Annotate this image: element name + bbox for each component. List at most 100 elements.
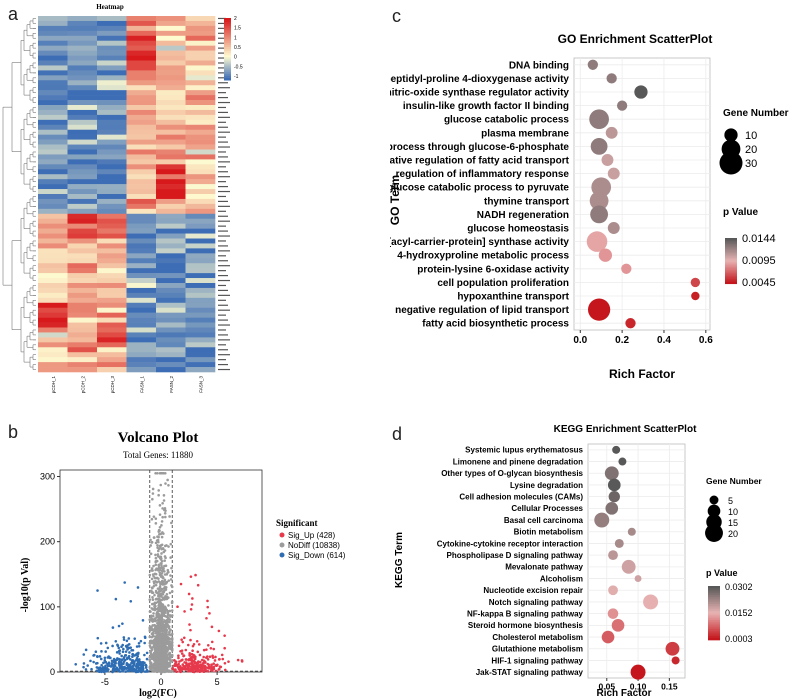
heatmap-cell [67,228,98,234]
volcano-point-nodiff [170,601,174,605]
heatmap-cell [67,189,98,195]
volcano-point-nodiff [156,543,159,547]
heatmap-cell [126,20,157,27]
volcano-point-nodiff [154,563,158,567]
heatmap-cell [38,134,68,140]
heatmap-cell [97,233,127,239]
go-legend: 10 20 30 0.0144 0.0095 0.0045 [719,128,776,289]
volcano-point-down [99,642,103,645]
heatmap-cell [156,25,186,32]
volcano-point-nodiff [162,494,166,497]
enrichment-point [691,291,700,301]
heatmap-cell [185,198,216,205]
kegg-enrichment-chart: KEGG Enrichment ScatterPlot Rich Factor … [394,424,762,699]
size-legend-label: 10 [745,130,757,142]
heatmap-cell [38,342,68,348]
heatmap-cell [156,134,186,140]
heatmap-cell [97,198,127,205]
heatmap-cell [185,20,216,27]
heatmap-cell [126,362,157,368]
volcano-point-nodiff [149,652,153,656]
heatmap-cell [126,134,157,140]
enrichment-point [625,318,636,329]
volcano-ylabel: -log10(p Val) [20,558,31,613]
heatmap-cell [67,40,98,46]
heatmap-colorbar-segment [224,32,231,35]
heatmap-colorbar-segment [224,34,231,38]
heatmap-cell [156,16,186,22]
volcano-point-up [216,663,219,667]
volcano-point-down [122,638,126,641]
heatmap-cell [156,90,186,96]
volcano-point-down [113,661,117,665]
heatmap-cell [38,238,68,244]
heatmap-cell [126,114,157,121]
heatmap-cell [97,60,127,66]
heatmap-cell [126,194,157,200]
heatmap-cell [185,105,216,111]
enrichment-term-label: glucose catabolic process to pyruvate [390,183,569,194]
heatmap-cell [126,30,157,37]
volcano-point-nodiff [159,558,163,561]
heatmap-cell [185,278,216,284]
heatmap-cell [185,312,216,318]
volcano-point-down [125,639,129,643]
color-legend-label: 0.0095 [742,255,776,267]
volcano-point-down [121,622,124,625]
volcano-point-nodiff [170,649,174,652]
enrichment-point [605,502,619,515]
volcano-point-nodiff [160,520,164,523]
volcano-point-nodiff [159,562,162,565]
volcano-point-nodiff [157,649,160,652]
heatmap-cell [185,337,216,343]
volcano-point-down [82,662,86,665]
heatmap-cell [185,292,216,299]
volcano-point-up [181,658,184,662]
kegg-xlabel: Rich Factor [596,688,651,699]
volcano-point-nodiff [157,603,161,606]
volcano-legend-marker [279,542,285,548]
heatmap-cell [38,213,68,220]
heatmap-cell [185,164,216,170]
heatmap-cell [156,55,186,61]
volcano-point-down [134,653,138,656]
volcano-point-down [137,644,141,648]
heatmap-cell [185,114,216,121]
enrichment-term-label: HIF-1 signaling pathway [491,656,583,665]
volcano-point-nodiff [165,618,169,622]
volcano-point-nodiff [150,540,154,544]
volcano-point-up [210,640,214,644]
enrichment-term-label: nitric-oxide synthase regulator activity [390,88,569,99]
volcano-point-nodiff [155,581,159,584]
volcano-point-up [186,643,190,647]
heatmap-cell [185,194,216,200]
enrichment-point [605,126,618,139]
heatmap-colorbar-segment [224,42,231,46]
heatmap-cell [38,297,68,304]
size-legend-label: 10 [728,507,738,517]
heatmap-cell [126,327,157,333]
volcano-point-nodiff [151,641,154,645]
heatmap-cell [38,174,68,180]
heatmap-cell [38,317,68,323]
heatmap-cell [38,278,68,284]
volcano-y-tick-label: 300 [40,472,55,482]
volcano-point-nodiff [161,666,165,670]
heatmap-cell [156,268,186,274]
volcano-x-tick-label: 0 [158,677,163,687]
volcano-point-up [189,607,193,611]
volcano-point-down [95,669,99,673]
volcano-point-nodiff [166,612,170,615]
color-legend-segment [725,282,737,285]
volcano-point-nodiff [161,627,165,630]
color-legend-segment [725,244,737,247]
volcano-point-up [214,669,218,673]
heatmap-cell [67,317,98,323]
heatmap-cell [126,258,157,264]
heatmap-colorbar: 2 1.5 1 0.5 0 -0.5 -1 [224,16,243,81]
heatmap-cell [97,213,127,220]
volcano-point-up [194,667,198,671]
enrichment-term-label: Basal cell carcinoma [504,516,584,525]
heatmap-cell [126,40,157,46]
volcano-y-tick-label: 200 [40,537,55,547]
